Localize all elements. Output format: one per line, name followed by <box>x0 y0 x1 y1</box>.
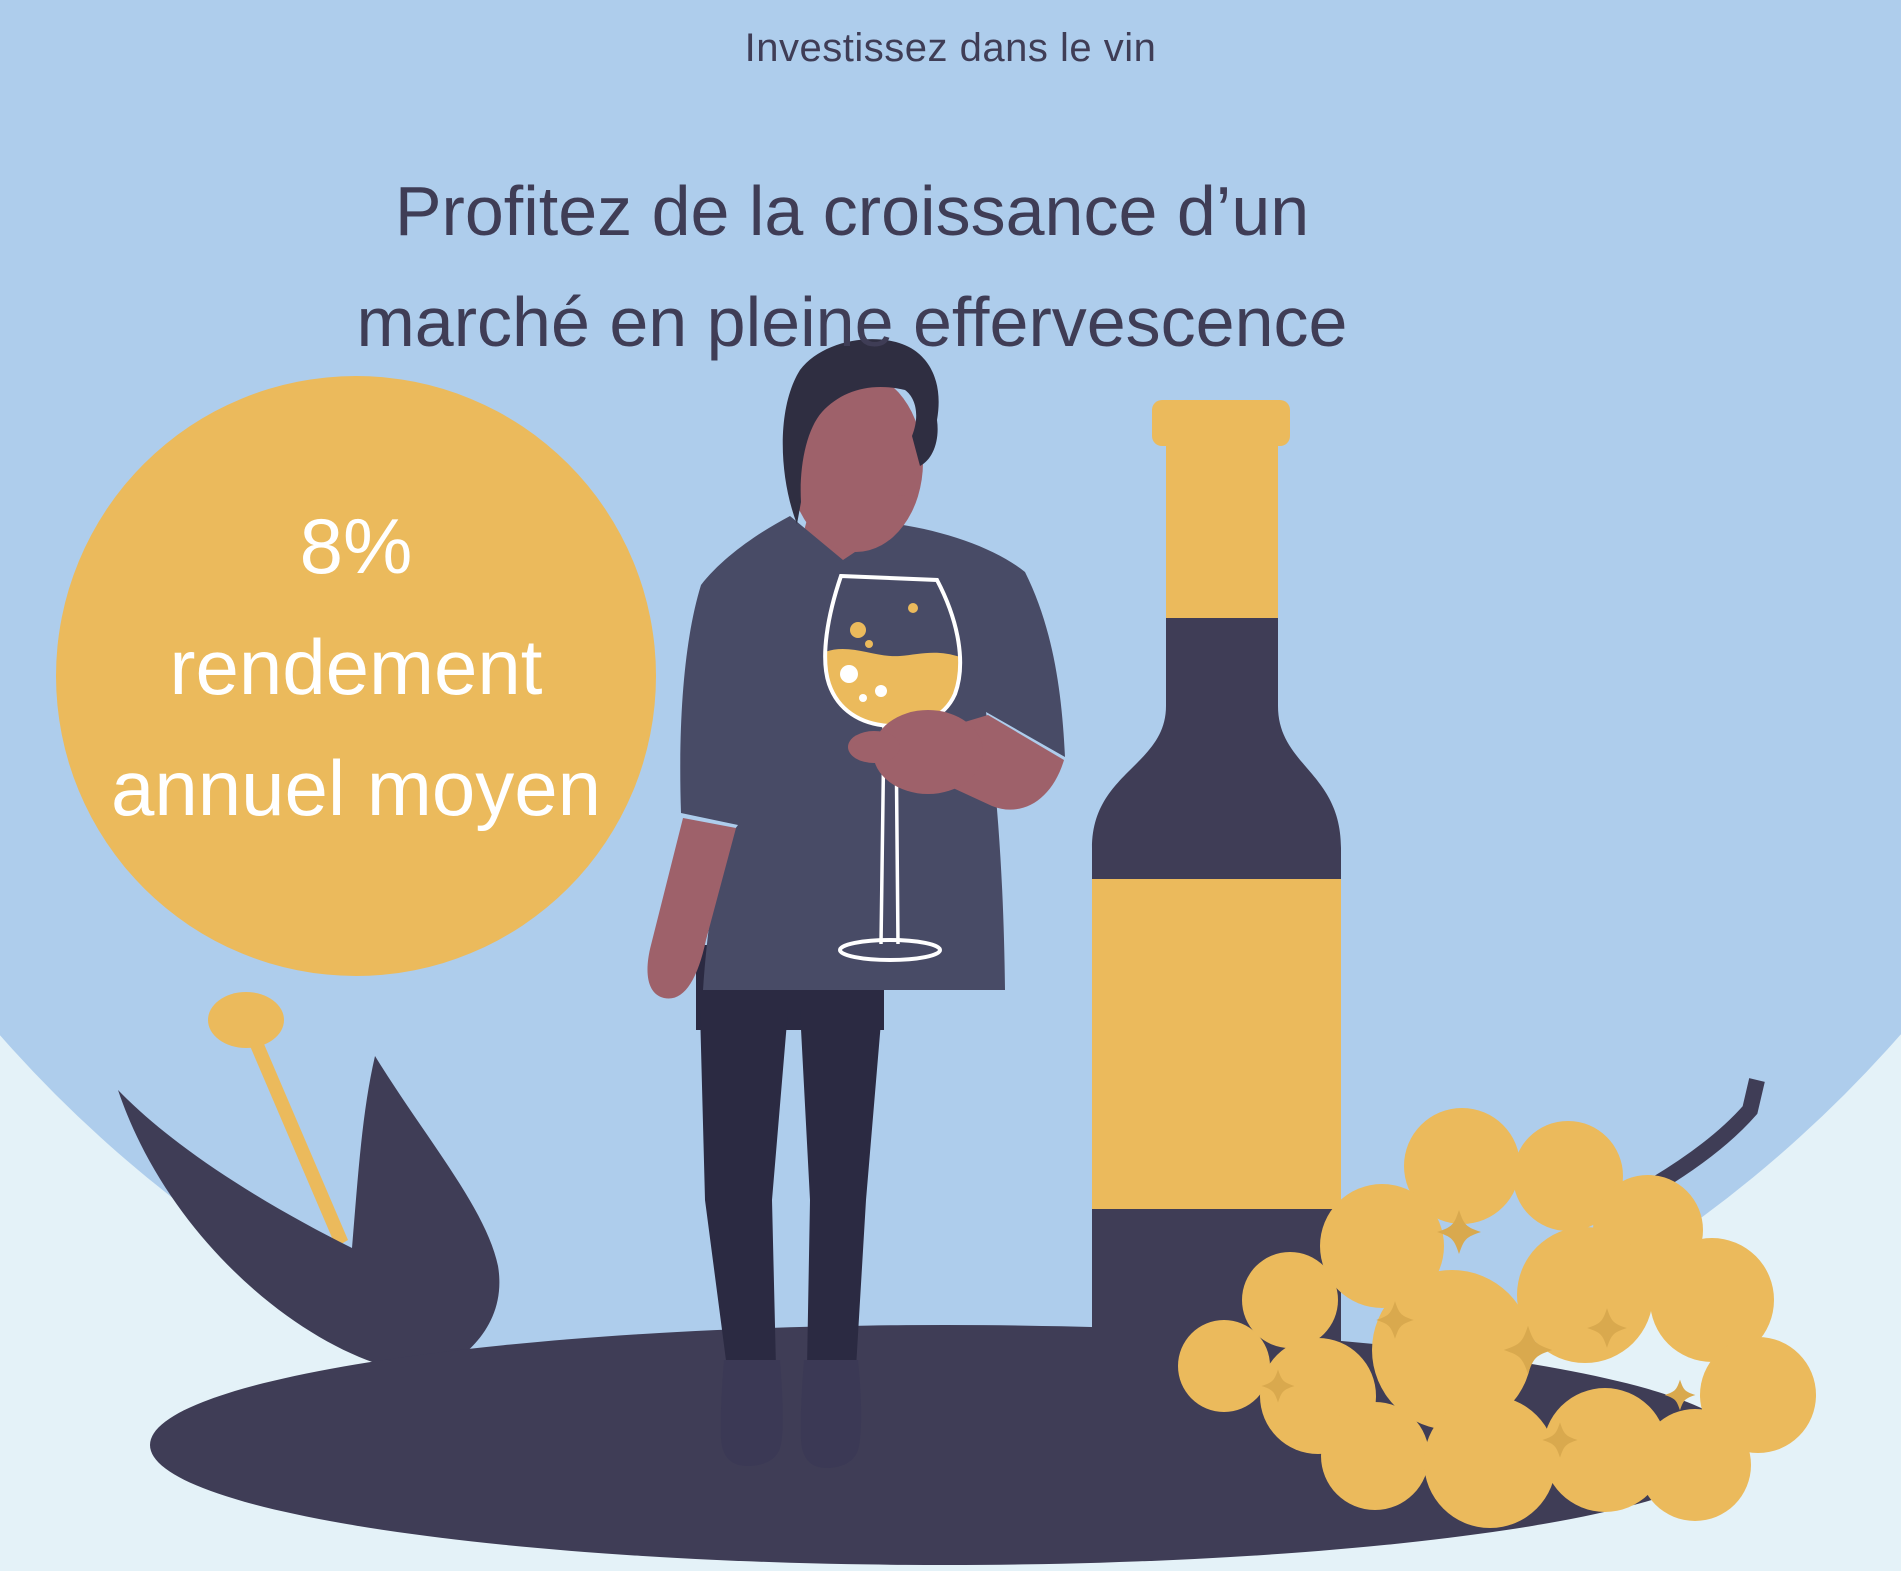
person-right-boot <box>800 1360 862 1468</box>
person-left-forearm <box>647 818 736 999</box>
person <box>647 339 1065 1468</box>
flower-pin <box>208 992 348 1247</box>
pin-stem <box>250 1044 348 1247</box>
wine-bottle <box>1092 400 1341 1392</box>
plant-leaf <box>118 1056 500 1376</box>
person-left-leg <box>700 1010 788 1368</box>
wine-bubbles <box>840 603 918 702</box>
page-title-line2: marché en pleine effervescence <box>356 283 1348 361</box>
page-title: Profitez de la croissance d’un marché en… <box>152 156 1552 378</box>
bottle-label <box>1092 879 1341 1209</box>
stat-circle <box>56 376 656 976</box>
stat-label-line1: rendement <box>169 623 543 711</box>
page-title-line1: Profitez de la croissance d’un <box>394 172 1310 250</box>
person-left-boot <box>720 1360 783 1466</box>
person-face <box>789 372 923 552</box>
grape-accents <box>1261 1210 1696 1458</box>
stat-label-line2: annuel moyen <box>110 744 601 832</box>
person-right-hand <box>873 710 983 794</box>
glass-base <box>838 938 942 962</box>
grapes <box>1178 1108 1816 1528</box>
pin-head <box>208 992 284 1048</box>
bottle-neck <box>1166 428 1278 623</box>
person-right-leg <box>800 1010 882 1368</box>
grape-bunch <box>1178 1078 1816 1528</box>
person-ear <box>889 460 915 496</box>
person-finger <box>848 731 900 763</box>
stat-circle-text: 8% rendement annuel moyen <box>76 486 636 849</box>
stat-value: 8% <box>299 502 413 590</box>
tagline: Investissez dans le vin <box>744 26 1157 70</box>
person-hair <box>782 339 939 524</box>
